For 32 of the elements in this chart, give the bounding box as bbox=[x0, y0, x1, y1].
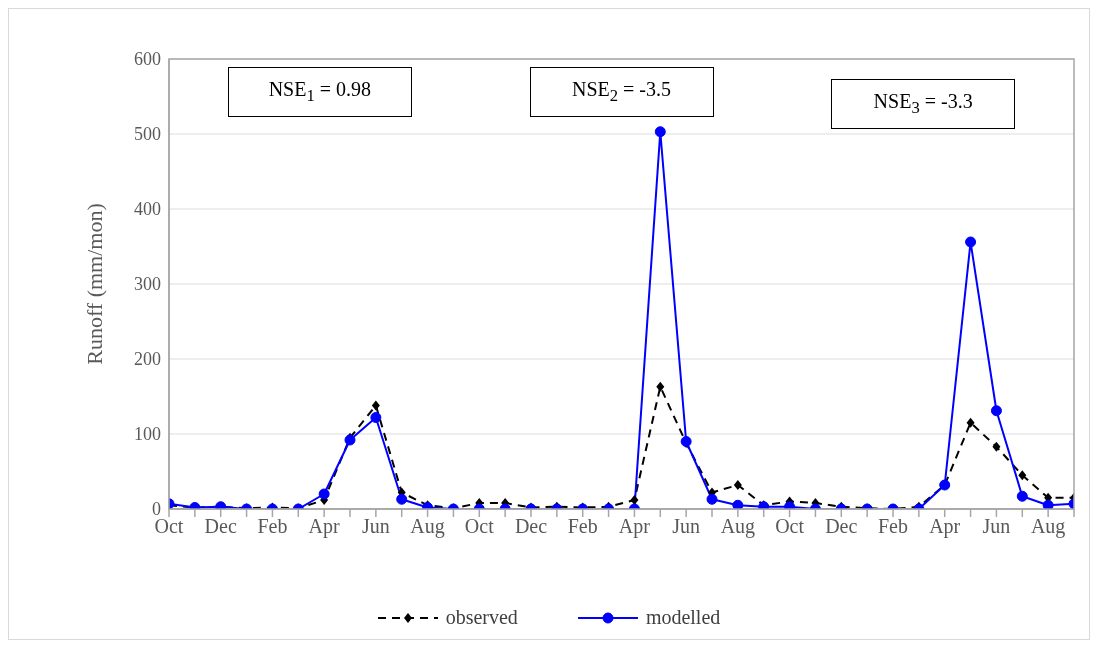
annotation: NSE$_{3}$ = -3.3 bbox=[873, 90, 973, 118]
y-tick-label: 300 bbox=[134, 274, 161, 295]
legend-label: modelled bbox=[645, 606, 721, 629]
x-tick-label: Dec bbox=[825, 515, 858, 538]
x-tick-label: Dec bbox=[514, 515, 548, 538]
y-tick-label: 600 bbox=[134, 49, 161, 70]
x-tick-label: Jun bbox=[982, 515, 1011, 538]
y-axis-title: Runoff (mm/mon) bbox=[81, 203, 107, 365]
annotation: NSE$_{1}$ = 0.98 bbox=[268, 78, 372, 106]
x-tick-label: Oct bbox=[775, 515, 805, 538]
y-tick-label: 100 bbox=[134, 424, 161, 445]
x-tick-label: Apr bbox=[308, 515, 341, 539]
text-box: NSE$_{2}$ = -3.5 bbox=[529, 67, 714, 117]
annotation: NSE$_{2}$ = -3.5 bbox=[571, 78, 672, 106]
x-tick-label: Jun bbox=[361, 515, 390, 538]
x-tick-label: Feb bbox=[257, 515, 288, 538]
x-tick-label: Aug bbox=[1030, 515, 1066, 539]
x-tick-label: Aug bbox=[410, 515, 445, 539]
y-tick-label: 500 bbox=[134, 124, 161, 145]
x-tick-label: Feb bbox=[567, 515, 598, 538]
x-tick-label: Aug bbox=[720, 515, 756, 539]
y-tick-label: 200 bbox=[134, 349, 161, 370]
x-tick-label: Feb bbox=[878, 515, 908, 538]
x-tick-label: Jun bbox=[672, 515, 701, 538]
text-box: NSE$_{1}$ = 0.98 bbox=[227, 67, 412, 117]
x-tick-label: Apr bbox=[618, 515, 651, 539]
x-tick-label: Apr bbox=[929, 515, 961, 539]
y-tick-label: 400 bbox=[134, 199, 161, 220]
text-box: NSE$_{3}$ = -3.3 bbox=[831, 79, 1016, 129]
x-tick-label: Oct bbox=[464, 515, 495, 538]
legend-label: observed bbox=[445, 606, 518, 629]
x-tick-label: Dec bbox=[204, 515, 237, 538]
